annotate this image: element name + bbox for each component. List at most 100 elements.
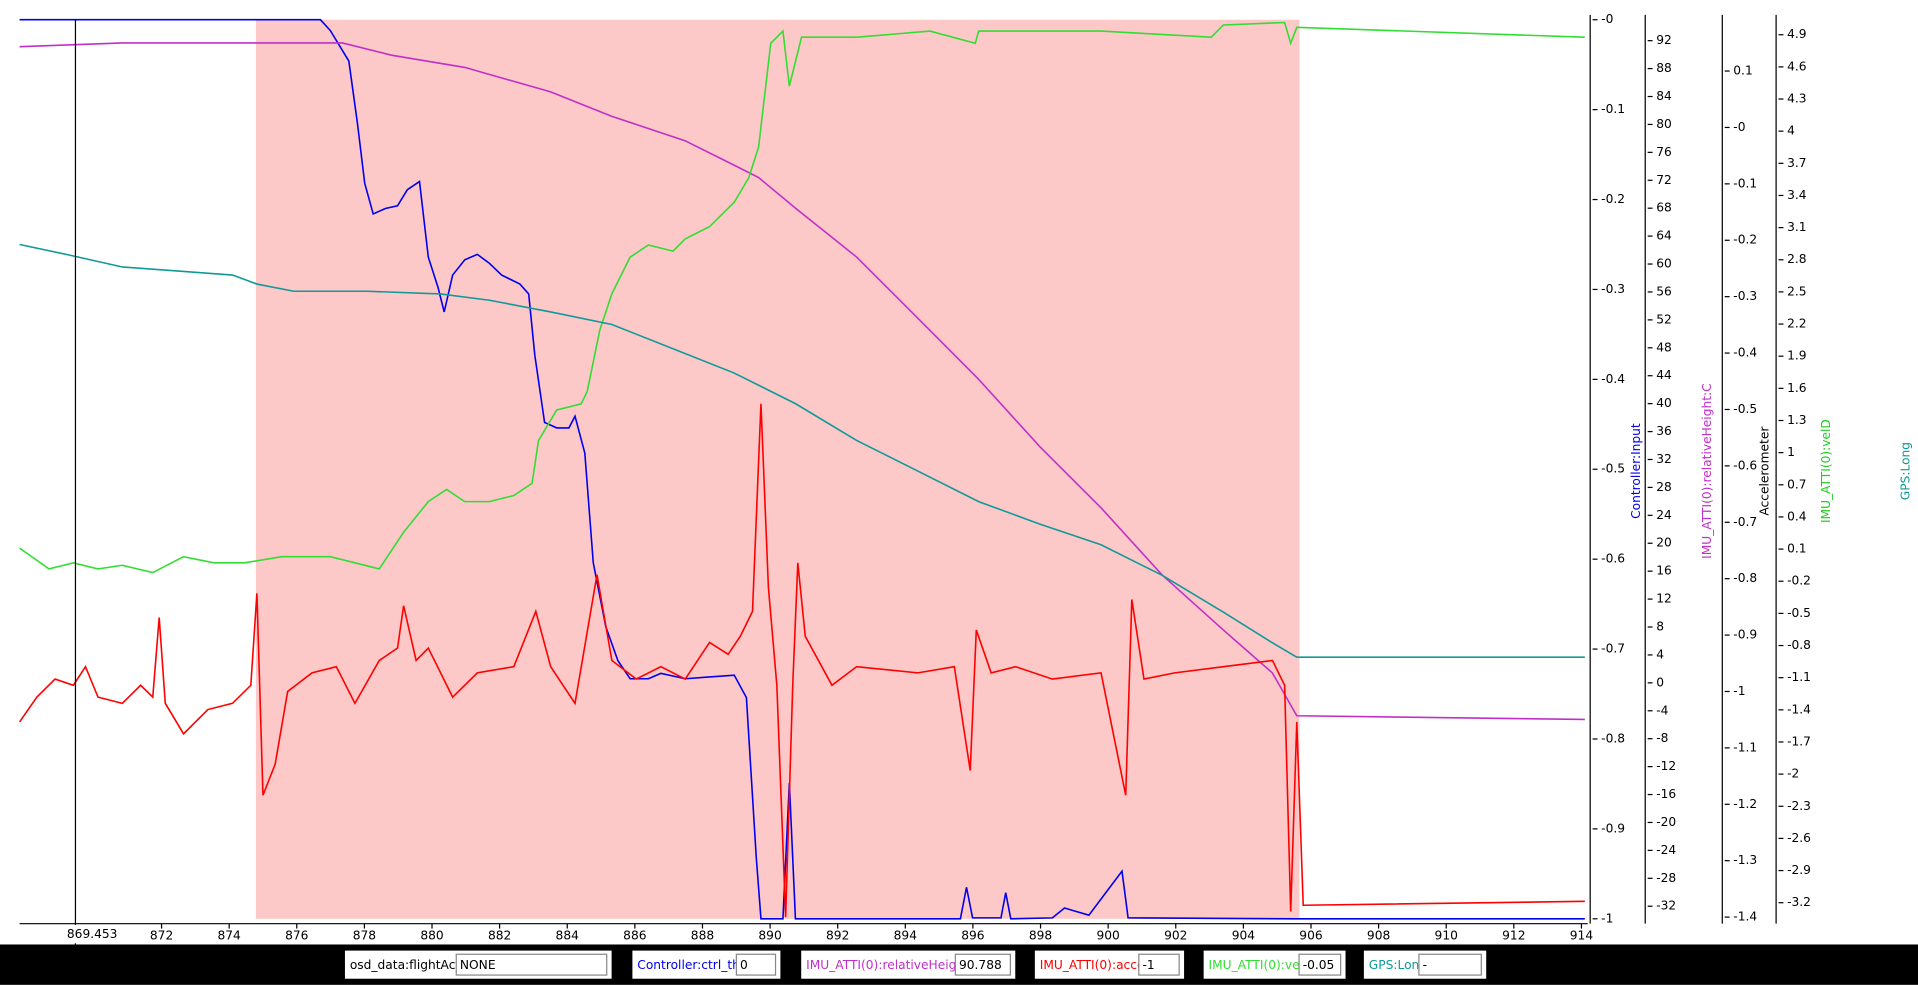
cursor-label-bg [64,924,141,944]
y-tick-label: 40 [1656,396,1672,410]
y-tick-label: -0.1 [1733,176,1757,190]
y-tick-label: -1 [1601,911,1613,925]
readout-box [1298,953,1342,976]
y-tick-label: -24 [1656,843,1676,857]
y-tick-label: 92 [1656,33,1672,47]
y-tick-label: 1.9 [1787,349,1806,363]
x-tick-label: 906 [1299,928,1322,942]
readout-label: osd_data:flightAction [350,958,479,972]
y-tick-label: 32 [1656,452,1672,466]
y-tick-label: -2.9 [1787,863,1811,877]
axis-title: IMU_ATTI(0):velD [1819,419,1833,523]
y-tick-label: -0 [1601,12,1613,26]
y-tick-label: 0.1 [1733,64,1752,78]
readout-value: 0 [740,958,748,972]
y-tick-label: -0.7 [1601,642,1625,656]
y-tick-label: 88 [1656,61,1672,75]
y-tick-label: 1 [1787,445,1795,459]
series-line [19,42,1585,721]
x-tick-label: 898 [1029,928,1052,942]
y-tick-label: -0.8 [1733,571,1757,585]
y-tick-label: 1.6 [1787,381,1806,395]
readout-box [954,953,1011,976]
x-tick-label: 886 [623,928,646,942]
readout-box [1418,953,1482,976]
y-tick-label: 3.1 [1787,220,1806,234]
y-tick-label: 4.9 [1787,27,1806,41]
y-tick-label: -0.4 [1733,346,1757,360]
y-tick-label: -16 [1656,787,1676,801]
y-tick-label: -0.2 [1733,233,1757,247]
readout-box [1138,953,1180,976]
y-tick-label: -1.2 [1733,797,1757,811]
y-tick-label: -0.1 [1601,102,1625,116]
y-tick-label: -1.7 [1787,734,1811,748]
x-tick-label: 874 [218,928,242,942]
y-tick-label: 68 [1656,201,1672,215]
y-tick-label: -28 [1656,871,1676,885]
readout-box [735,953,777,976]
y-tick-label: 36 [1656,424,1672,438]
readout-label: IMU_ATTI(0):relativeHeight:C [806,958,981,972]
y-tick-label: -0 [1733,120,1745,134]
series-line [19,21,1585,574]
x-tick-label: 880 [420,928,443,942]
y-tick-label: -12 [1656,759,1676,773]
y-tick-label: 12 [1656,592,1672,606]
y-tick-label: 24 [1656,508,1672,522]
y-tick-label: -0.3 [1601,282,1625,296]
y-tick-label: -0.3 [1733,289,1757,303]
y-tick-label: -1.1 [1733,740,1757,754]
readout-value: NONE [460,958,496,972]
y-tick-label: 2.5 [1787,284,1806,298]
y-tick-label: -0.9 [1733,628,1757,642]
y-tick-label: -1.3 [1733,853,1757,867]
y-tick-label: 2.8 [1787,252,1806,266]
x-tick-label: 912 [1502,928,1525,942]
y-tick-label: -0.5 [1787,606,1811,620]
y-tick-label: -1 [1733,684,1745,698]
y-tick-label: 76 [1656,145,1672,159]
x-tick-label: 896 [961,928,984,942]
y-tick-label: 64 [1656,229,1672,243]
y-tick-label: -0.8 [1601,731,1625,745]
y-tick-label: 80 [1656,117,1672,131]
readout-value: -0.05 [1303,958,1335,972]
series-line [19,18,1585,920]
y-tick-label: 0.4 [1787,509,1807,523]
x-tick-label: 892 [826,928,849,942]
y-tick-label: 8 [1656,620,1664,634]
x-tick-label: 872 [150,928,173,942]
y-tick-label: 4 [1787,124,1795,138]
x-tick-label: 904 [1232,928,1256,942]
x-tick-label: 902 [1164,928,1187,942]
y-tick-label: 72 [1656,173,1672,187]
y-tick-label: 1.3 [1787,413,1806,427]
y-tick-label: -32 [1656,899,1676,913]
readout-value: 90.788 [959,958,1002,972]
y-tick-label: -1.1 [1787,670,1811,684]
series-line [18,403,1585,918]
y-tick-label: 0.7 [1787,477,1806,491]
y-tick-label: -0.9 [1601,821,1625,835]
y-tick-label: -0.2 [1787,574,1811,588]
cursor-label: 869.453 [67,927,118,941]
axis-title: IMU_ATTI(0):relativeHeight:C [1700,383,1714,558]
y-tick-label: 84 [1656,89,1672,103]
y-tick-label: -0.2 [1601,192,1625,206]
y-tick-label: 2.2 [1787,317,1806,331]
readout-box [455,953,608,976]
y-tick-label: 0.1 [1787,542,1806,556]
y-tick-label: -4 [1656,703,1668,717]
y-tick-label: -2 [1787,767,1799,781]
y-tick-label: -2.3 [1787,799,1811,813]
x-tick-label: 876 [285,928,308,942]
series-line [19,243,1585,658]
y-tick-label: 4.6 [1787,59,1806,73]
y-tick-label: 3.4 [1787,188,1807,202]
y-tick-label: 56 [1656,284,1672,298]
x-tick-label: 890 [758,928,781,942]
y-tick-label: 52 [1656,312,1672,326]
